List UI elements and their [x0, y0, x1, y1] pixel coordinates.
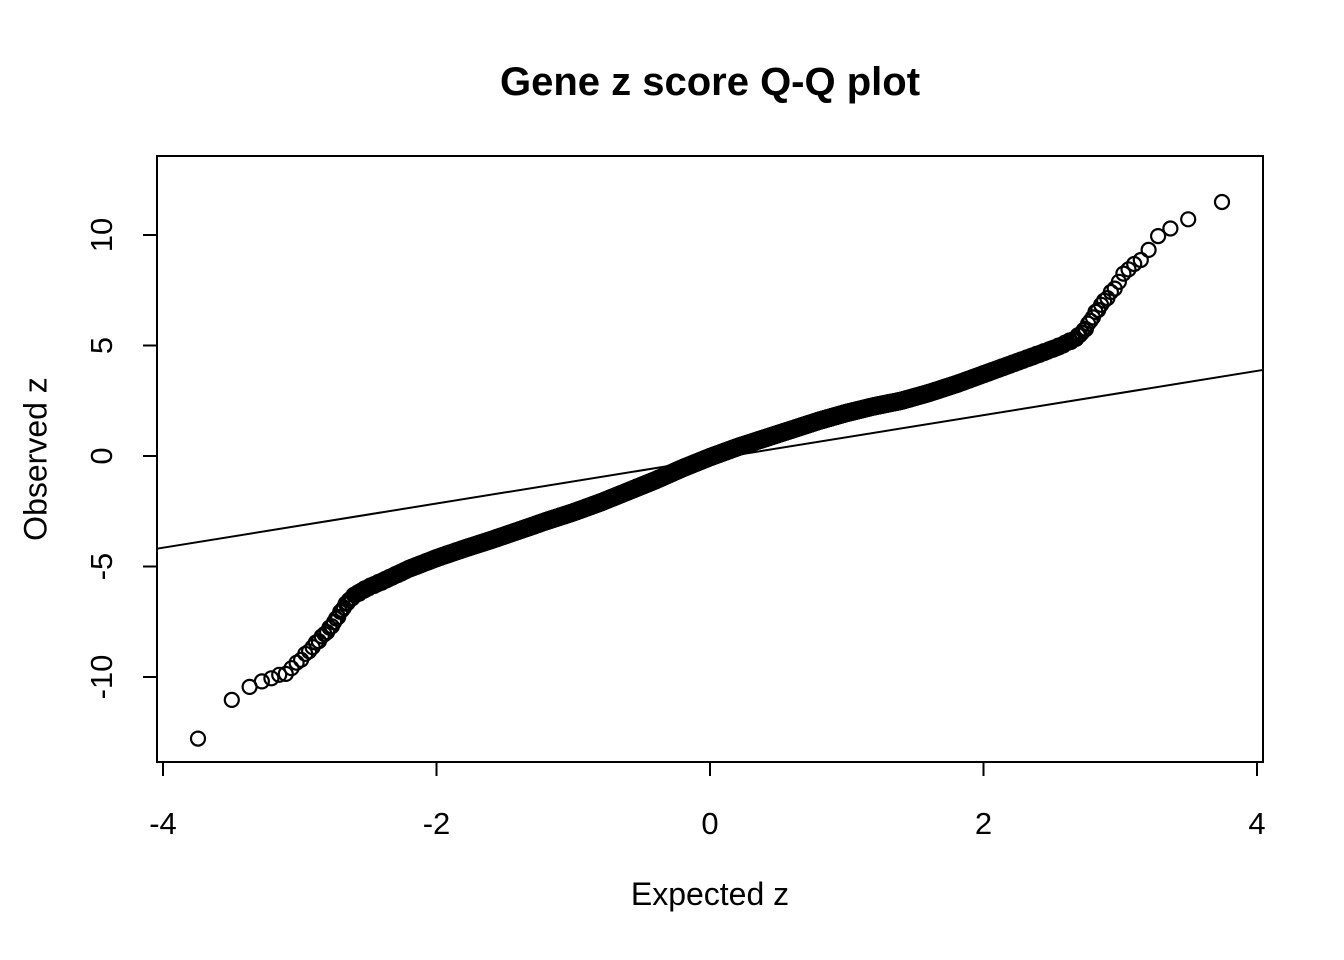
x-axis-label: Expected z	[630, 876, 790, 912]
tick-labels: -4 -2 0 2 4 -10 -5 0 5 10	[84, 218, 1266, 841]
y-tick-label: 0	[84, 447, 119, 464]
x-tick-label: -2	[423, 806, 451, 841]
y-tick-label: 10	[84, 218, 119, 252]
x-tick-label: 0	[701, 806, 718, 841]
y-tick-label: -5	[84, 553, 119, 581]
y-tick-label: -10	[84, 655, 119, 700]
scatter-points	[189, 193, 1231, 747]
y-tick-label: 5	[84, 337, 119, 354]
chart-title: Gene z score Q-Q plot	[499, 60, 921, 104]
x-tick-label: 2	[975, 806, 992, 841]
x-tick-label: 4	[1248, 806, 1265, 841]
x-tick-label: -4	[149, 806, 177, 841]
axis-tick-marks	[143, 234, 1258, 776]
y-axis-label: Observed z	[17, 377, 54, 541]
